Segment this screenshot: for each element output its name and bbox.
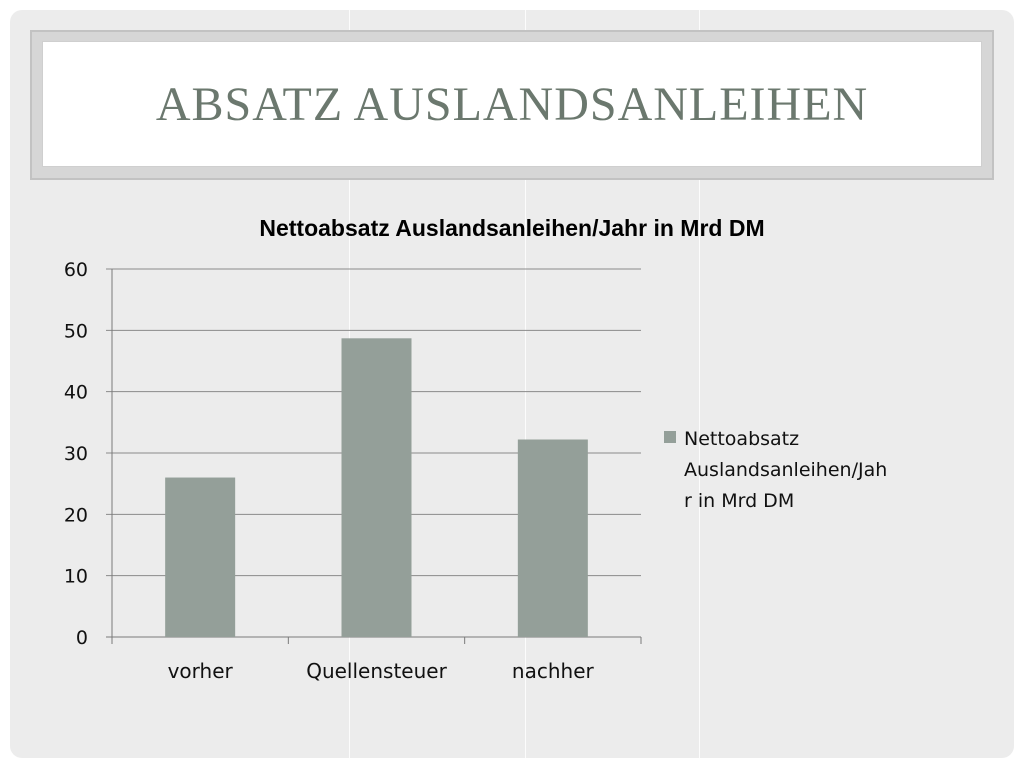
x-tick-label: Quellensteuer bbox=[306, 659, 447, 683]
x-axis: vorher Quellensteuer nachher bbox=[111, 637, 642, 683]
y-tick-label: 20 bbox=[64, 504, 88, 526]
x-tick-label: nachher bbox=[512, 659, 595, 683]
title-frame: Absatz Auslandsanleihen bbox=[30, 30, 994, 180]
bar bbox=[341, 338, 412, 637]
y-tick-label: 10 bbox=[64, 566, 88, 588]
y-tick-label: 30 bbox=[64, 443, 88, 465]
y-tick-label: 40 bbox=[64, 382, 88, 404]
legend-label-line: Auslandsanleihen/Jah bbox=[684, 459, 887, 481]
background-line bbox=[699, 10, 700, 758]
bar bbox=[517, 439, 588, 637]
y-tick-label: 0 bbox=[76, 627, 88, 649]
legend-swatch bbox=[664, 431, 676, 443]
background-line bbox=[525, 10, 526, 758]
bar bbox=[165, 477, 236, 637]
x-tick-label: vorher bbox=[168, 659, 234, 683]
slide-title: Absatz Auslandsanleihen bbox=[155, 77, 869, 131]
chart-title: Nettoabsatz Auslandsanleihen/Jahr in Mrd… bbox=[259, 215, 764, 241]
legend: Nettoabsatz Auslandsanleihen/Jah r in Mrd … bbox=[664, 428, 887, 512]
y-tick-label: 50 bbox=[64, 320, 88, 342]
legend-label: Nettoabsatz Auslandsanleihen/Jah r in Mrd … bbox=[684, 428, 887, 512]
bars bbox=[165, 338, 588, 637]
legend-label-line: r in Mrd DM bbox=[684, 490, 794, 512]
title-box: Absatz Auslandsanleihen bbox=[42, 41, 982, 167]
y-axis-ticks: 0 10 20 30 40 50 60 bbox=[64, 259, 88, 649]
legend-label-line: Nettoabsatz bbox=[684, 428, 799, 450]
y-tick-label: 60 bbox=[64, 259, 88, 281]
